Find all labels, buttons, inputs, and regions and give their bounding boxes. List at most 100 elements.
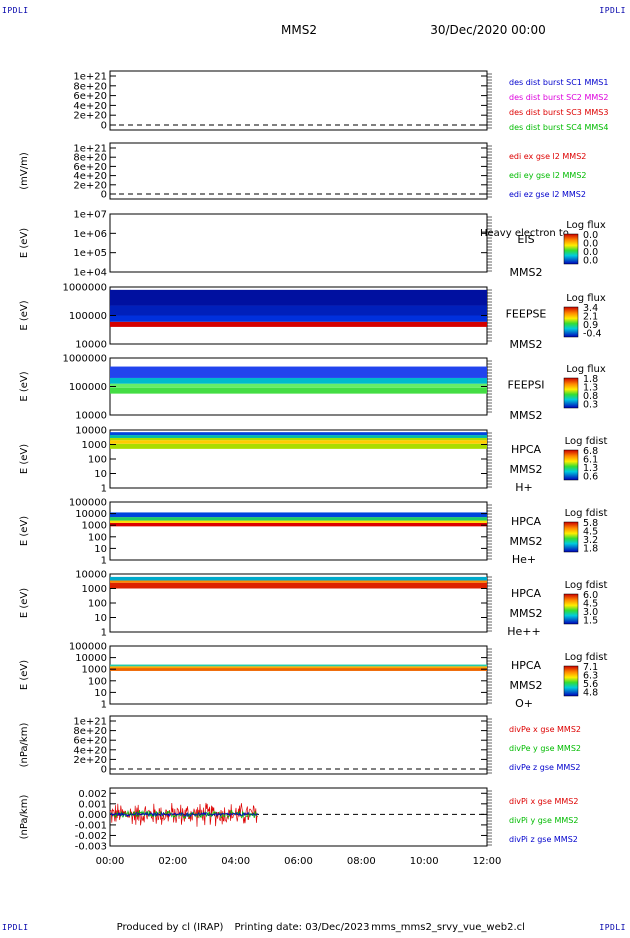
colorbar-title: Log fdist (565, 508, 608, 519)
y-tick-label: 1 (101, 628, 107, 639)
x-tick-label: 06:00 (284, 856, 313, 867)
x-tick-label: 04:00 (221, 856, 250, 867)
y-tick-label: 1000 (82, 665, 107, 676)
legend-entry: divPi y gse MMS2 (509, 816, 578, 825)
y-tick-label: 6e+20 (73, 736, 107, 747)
colorbar-tick-label: 2.1 (583, 312, 598, 323)
overlay-text: Heavy electron to (480, 228, 569, 239)
spectrogram-band (110, 432, 487, 436)
colorbar (563, 593, 579, 625)
colorbar (563, 665, 579, 697)
legend-entry: divPi z gse MMS2 (509, 835, 578, 844)
y-tick-label: 1 (101, 700, 107, 711)
spectrogram-band (110, 366, 487, 378)
spectrogram-band (110, 377, 487, 384)
spectrogram-band (110, 315, 487, 322)
spacecraft-label: MMS2 (510, 607, 543, 620)
y-tick-label: 1 (101, 556, 107, 567)
spectrogram-band (110, 383, 487, 388)
y-tick-label: 10000 (75, 653, 107, 664)
legend-entry: edi ey gse l2 MMS2 (509, 171, 587, 180)
colorbar-tick-label: 6.3 (583, 671, 598, 682)
panel-frame (109, 213, 488, 273)
colorbar-tick-label: 0.6 (583, 472, 598, 483)
instrument-label: EIS (517, 233, 534, 246)
y-tick-label: 4e+20 (73, 101, 107, 112)
spectrogram-band (110, 512, 487, 518)
spacecraft-label: MMS2 (510, 679, 543, 692)
spectrogram-band (110, 582, 487, 589)
y-tick-label: 1e+21 (73, 717, 107, 728)
y-axis-label: E (eV) (19, 371, 30, 401)
y-tick-label: 1e+05 (73, 248, 107, 259)
spectrogram-band (110, 668, 487, 671)
colorbar-tick-label: 0.0 (583, 256, 598, 267)
y-tick-label: 2e+20 (73, 111, 107, 122)
y-tick-label: 10 (94, 469, 107, 480)
species-label: H+ (515, 481, 533, 494)
species-label: He+ (512, 553, 536, 566)
y-tick-label: 100000 (69, 382, 107, 393)
colorbar-tick-label: 4.5 (583, 599, 598, 610)
colorbar-tick-label: 1.3 (583, 463, 598, 474)
instrument-label: HPCA (511, 443, 542, 456)
y-tick-label: 10 (94, 544, 107, 555)
y-tick-label: 10000 (75, 509, 107, 520)
y-tick-label: 6e+20 (73, 162, 107, 173)
y-tick-label: 100 (88, 455, 107, 466)
instrument-label: HPCA (511, 587, 542, 600)
footer-printing-date: Printing date: 03/Dec/2023 (234, 922, 369, 933)
species-label: O+ (515, 697, 533, 710)
colorbar-tick-label: 7.1 (583, 662, 598, 673)
y-tick-label: 1e+06 (73, 229, 107, 240)
colorbar-tick-label: 3.2 (583, 535, 598, 546)
instrument-label: HPCA (511, 659, 542, 672)
colorbar (563, 449, 579, 481)
y-tick-label: 100000 (69, 498, 107, 509)
y-tick-label: 2e+20 (73, 180, 107, 191)
y-tick-label: 8e+20 (73, 153, 107, 164)
y-tick-label: 1000 (82, 584, 107, 595)
y-tick-label: -0.002 (75, 831, 107, 842)
panel-frame (109, 501, 488, 561)
colorbar (563, 377, 579, 409)
colorbar-tick-label: 0.8 (583, 391, 598, 402)
series-line (109, 811, 258, 818)
colorbar-tick-label: 4.5 (583, 527, 598, 538)
panel-hpca-hepp: 10000 1000 100 10 1 E (eV) HPCA MMS2 He++ Log fdi… (19, 570, 607, 639)
species-label: He++ (507, 625, 540, 638)
panel-frame (109, 142, 488, 200)
y-tick-label: 6e+20 (73, 91, 107, 102)
panel-frame (109, 645, 488, 705)
colorbar-tick-label: 6.8 (583, 446, 598, 457)
spectrogram-band (110, 517, 487, 521)
y-tick-label: 0 (101, 190, 107, 201)
colorbar-tick-label: 0.0 (583, 247, 598, 258)
colorbar-tick-label: 1.3 (583, 383, 598, 394)
y-axis-label: E (eV) (19, 444, 30, 474)
y-tick-label: 10 (94, 688, 107, 699)
legend-entry: edi ez gse l2 MMS2 (509, 190, 586, 199)
y-axis-label: (mV/m) (19, 152, 30, 190)
y-tick-label: 0 (101, 765, 107, 776)
legend-entry: des dist burst SC3 MMS3 (509, 108, 608, 117)
spacecraft-label: MMS2 (510, 463, 543, 476)
y-axis-label: (nPa/km) (19, 795, 30, 840)
spectrogram-band (110, 387, 487, 394)
y-tick-label: 2e+20 (73, 755, 107, 766)
colorbar-tick-label: 1.8 (583, 374, 598, 385)
y-tick-label: 0.000 (78, 810, 107, 821)
colorbar-tick-label: 5.8 (583, 518, 598, 529)
panel-feepse: 1000000 100000 10000 E (eV) FEEPSE MMS2 Log fl… (19, 283, 606, 352)
y-tick-label: 8e+20 (73, 81, 107, 92)
footer-produced-by: Produced by cl (IRAP) (117, 922, 224, 933)
colorbar-tick-label: 0.9 (583, 320, 598, 331)
footer-file-name: mms_mms2_srvy_vue_web2.cl (371, 922, 525, 933)
spectrogram-band (110, 437, 487, 441)
time-axis: 00:00 02:00 04:00 06:00 08:00 10:00 12:00 (96, 856, 502, 867)
y-tick-label: 100 (88, 676, 107, 687)
legend-entry: divPe y gse MMS2 (509, 744, 581, 753)
